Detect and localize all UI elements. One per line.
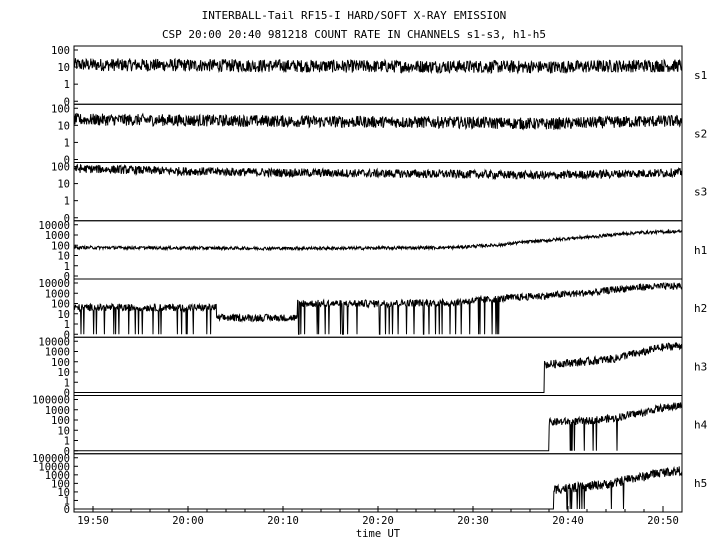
- y-tick-label: 100000: [32, 453, 70, 465]
- x-tick-label: 20:20: [362, 515, 394, 527]
- y-tick-label: 1: [64, 196, 70, 208]
- y-tick-label: 1: [64, 79, 70, 91]
- y-tick-label: 10: [57, 425, 70, 437]
- x-axis-label: time UT: [356, 528, 401, 540]
- series-line-s1: [73, 57, 683, 75]
- y-tick-label: 1000: [45, 470, 70, 482]
- y-tick-label: 10000: [38, 220, 70, 232]
- channel-label-h1: h1: [694, 244, 707, 257]
- y-tick-label: 0: [64, 504, 70, 516]
- y-tick-label: 10: [57, 367, 70, 379]
- y-tick-label: 10000: [38, 461, 70, 473]
- series-line-s2: [73, 112, 683, 131]
- channel-label-h2: h2: [694, 302, 707, 315]
- series-line-h2: [73, 281, 683, 335]
- y-tick-label: 0: [64, 96, 70, 108]
- y-tick-label: 10: [57, 487, 70, 499]
- y-tick-label: 0: [64, 155, 70, 167]
- panel-frame-s1: [73, 45, 683, 105]
- panel-frame-h1: [73, 220, 683, 280]
- y-tick-label: 10: [57, 120, 70, 132]
- y-tick-label: 100000: [32, 395, 70, 407]
- y-tick-label: 0: [64, 329, 70, 341]
- y-tick-label: 100: [51, 299, 70, 311]
- panels: 1001010s11001010s21001010s31000010001001…: [32, 45, 708, 516]
- channel-label-s2: s2: [694, 127, 707, 140]
- y-tick-label: 100: [51, 162, 70, 174]
- y-tick-label: 1: [64, 261, 70, 273]
- x-axis: 19:50 20:00 20:10 20:20 20:30 20:40 20:50: [73, 506, 683, 527]
- chart-title: INTERBALL-Tail RF15-I HARD/SOFT X-RAY EM…: [202, 9, 507, 22]
- y-tick-label: 10: [57, 251, 70, 263]
- y-tick-label: 100: [51, 357, 70, 369]
- panel-frame-h3: [73, 336, 683, 396]
- y-tick-label: 10000: [38, 336, 70, 348]
- x-tick-label: 20:00: [172, 515, 204, 527]
- x-tick-label: 20:50: [647, 515, 679, 527]
- y-tick-label: 10: [57, 309, 70, 321]
- x-tick-label: 20:10: [267, 515, 299, 527]
- y-tick-label: 1000: [45, 288, 70, 300]
- y-tick-label: 0: [64, 213, 70, 225]
- channel-label-h3: h3: [694, 360, 707, 373]
- y-tick-label: 1: [64, 495, 70, 507]
- y-tick-label: 100: [51, 240, 70, 252]
- series-line-h4: [74, 401, 683, 452]
- x-tick-label: 20:40: [552, 515, 584, 527]
- series-line-h3: [74, 342, 683, 393]
- y-tick-label: 10000: [38, 278, 70, 290]
- series-line-h5: [74, 465, 683, 510]
- panel-frame-s2: [73, 103, 683, 163]
- y-tick-label: 100: [51, 478, 70, 490]
- y-tick-label: 10: [57, 62, 70, 74]
- panel-frame-h4: [73, 395, 683, 455]
- y-tick-label: 0: [64, 271, 70, 283]
- y-tick-label: 1: [64, 319, 70, 331]
- x-tick-label: 19:50: [77, 515, 109, 527]
- y-tick-label: 100: [51, 45, 70, 57]
- y-tick-label: 1: [64, 377, 70, 389]
- y-tick-label: 1000: [45, 230, 70, 242]
- channel-label-h5: h5: [694, 477, 707, 490]
- x-tick-label: 20:30: [457, 515, 489, 527]
- y-tick-label: 1000: [45, 347, 70, 359]
- y-tick-label: 100: [51, 103, 70, 115]
- series-line-h1: [73, 228, 683, 252]
- y-tick-label: 0: [64, 446, 70, 458]
- y-tick-label: 0: [64, 388, 70, 400]
- series-line-s3: [73, 163, 683, 181]
- y-tick-label: 1: [64, 436, 70, 448]
- y-tick-label: 100: [51, 415, 70, 427]
- channel-label-s1: s1: [694, 69, 707, 82]
- y-tick-label: 1: [64, 137, 70, 149]
- channel-label-h4: h4: [694, 419, 708, 432]
- y-tick-label: 10: [57, 179, 70, 191]
- y-tick-label: 1000: [45, 405, 70, 417]
- channel-label-s3: s3: [694, 186, 707, 199]
- chart-subtitle: CSP 20:00 20:40 981218 COUNT RATE IN CHA…: [162, 28, 546, 41]
